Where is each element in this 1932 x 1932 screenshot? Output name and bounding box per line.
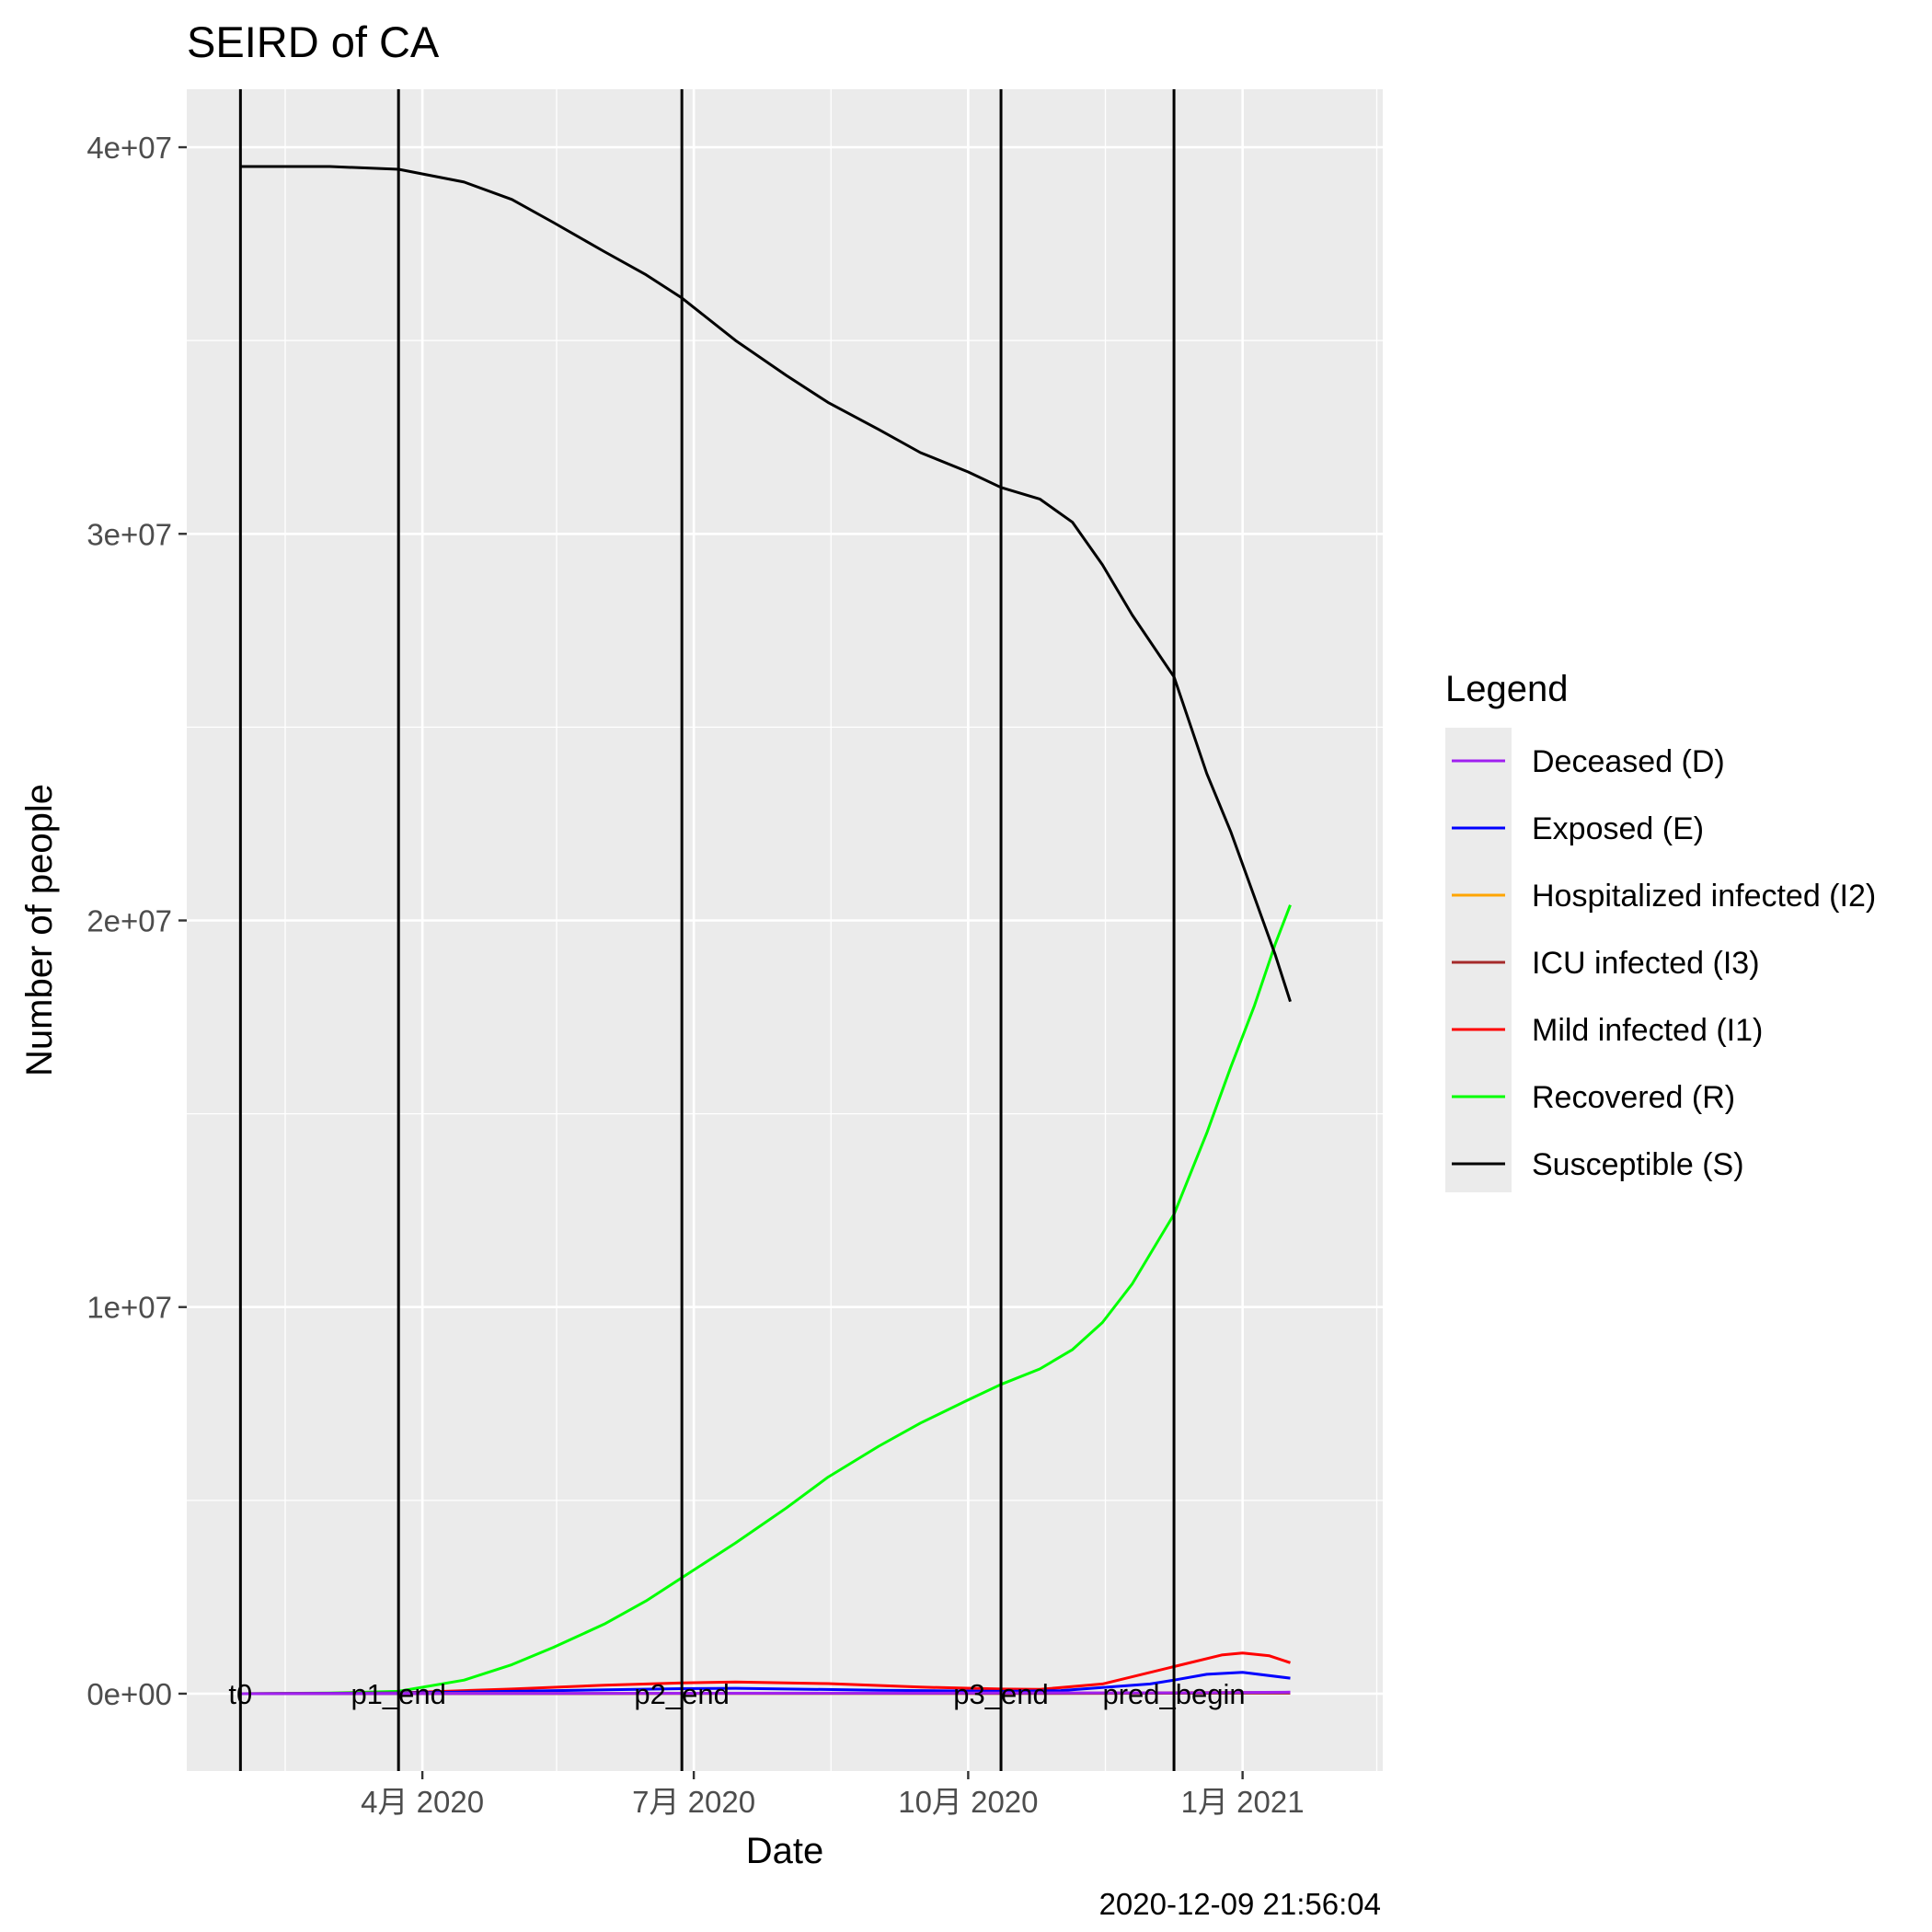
legend-label: ICU infected (I3) <box>1532 946 1760 981</box>
chart-title: SEIRD of CA <box>187 17 440 66</box>
x-tick-label: 1月 2021 <box>1181 1785 1305 1819</box>
series-line-deceased-d <box>240 1690 1291 1696</box>
legend-label: Deceased (D) <box>1532 744 1725 779</box>
vertical-marker-lines: t0 p1_end p2_end p3_end pred_begin <box>228 89 1246 1771</box>
marker-label-p3_end: p3_end <box>953 1678 1048 1710</box>
plot-panel <box>187 89 1383 1771</box>
legend-label: Hospitalized infected (I2) <box>1532 879 1876 914</box>
legend-label: Susceptible (S) <box>1532 1147 1744 1182</box>
marker-label-pred_begin: pred_begin <box>1102 1678 1245 1710</box>
x-tick-label: 10月 2020 <box>898 1785 1038 1819</box>
marker-label-p1_end: p1_end <box>351 1678 445 1710</box>
timestamp-caption: 2020-12-09 21:56:04 <box>1099 1887 1381 1921</box>
series-line-mild-infected-i1 <box>240 1651 1291 1696</box>
y-axis: 0e+00 1e+07 2e+07 3e+07 4e+07 <box>86 131 187 1711</box>
minor-gridlines <box>187 89 1383 1888</box>
y-tick-label: 4e+07 <box>86 131 172 165</box>
x-axis: 4月 2020 7月 2020 10月 2020 1月 2021 <box>361 1771 1305 1819</box>
legend-label: Recovered (R) <box>1532 1080 1735 1115</box>
y-tick-label: 2e+07 <box>86 903 172 937</box>
legend: Legend Deceased (D) Exposed (E) Hospitaliz… <box>1445 669 1876 1192</box>
legend-label: Mild infected (I1) <box>1532 1013 1763 1048</box>
legend-label: Exposed (E) <box>1532 811 1704 846</box>
marker-label-t0: t0 <box>228 1678 252 1710</box>
y-tick-label: 3e+07 <box>86 517 172 551</box>
x-tick-label: 7月 2020 <box>632 1785 755 1819</box>
y-axis-title: Number of people <box>19 784 60 1076</box>
y-tick-label: 0e+00 <box>86 1677 172 1711</box>
series-line-susceptible-s <box>240 165 1292 1003</box>
y-tick-label: 1e+07 <box>86 1291 172 1325</box>
legend-title: Legend <box>1445 669 1568 709</box>
x-axis-title: Date <box>746 1831 824 1871</box>
marker-label-p2_end: p2_end <box>634 1678 729 1710</box>
series-line-recovered-r <box>240 904 1292 1696</box>
legend-key-background <box>1445 728 1512 1192</box>
x-tick-label: 4月 2020 <box>361 1785 484 1819</box>
